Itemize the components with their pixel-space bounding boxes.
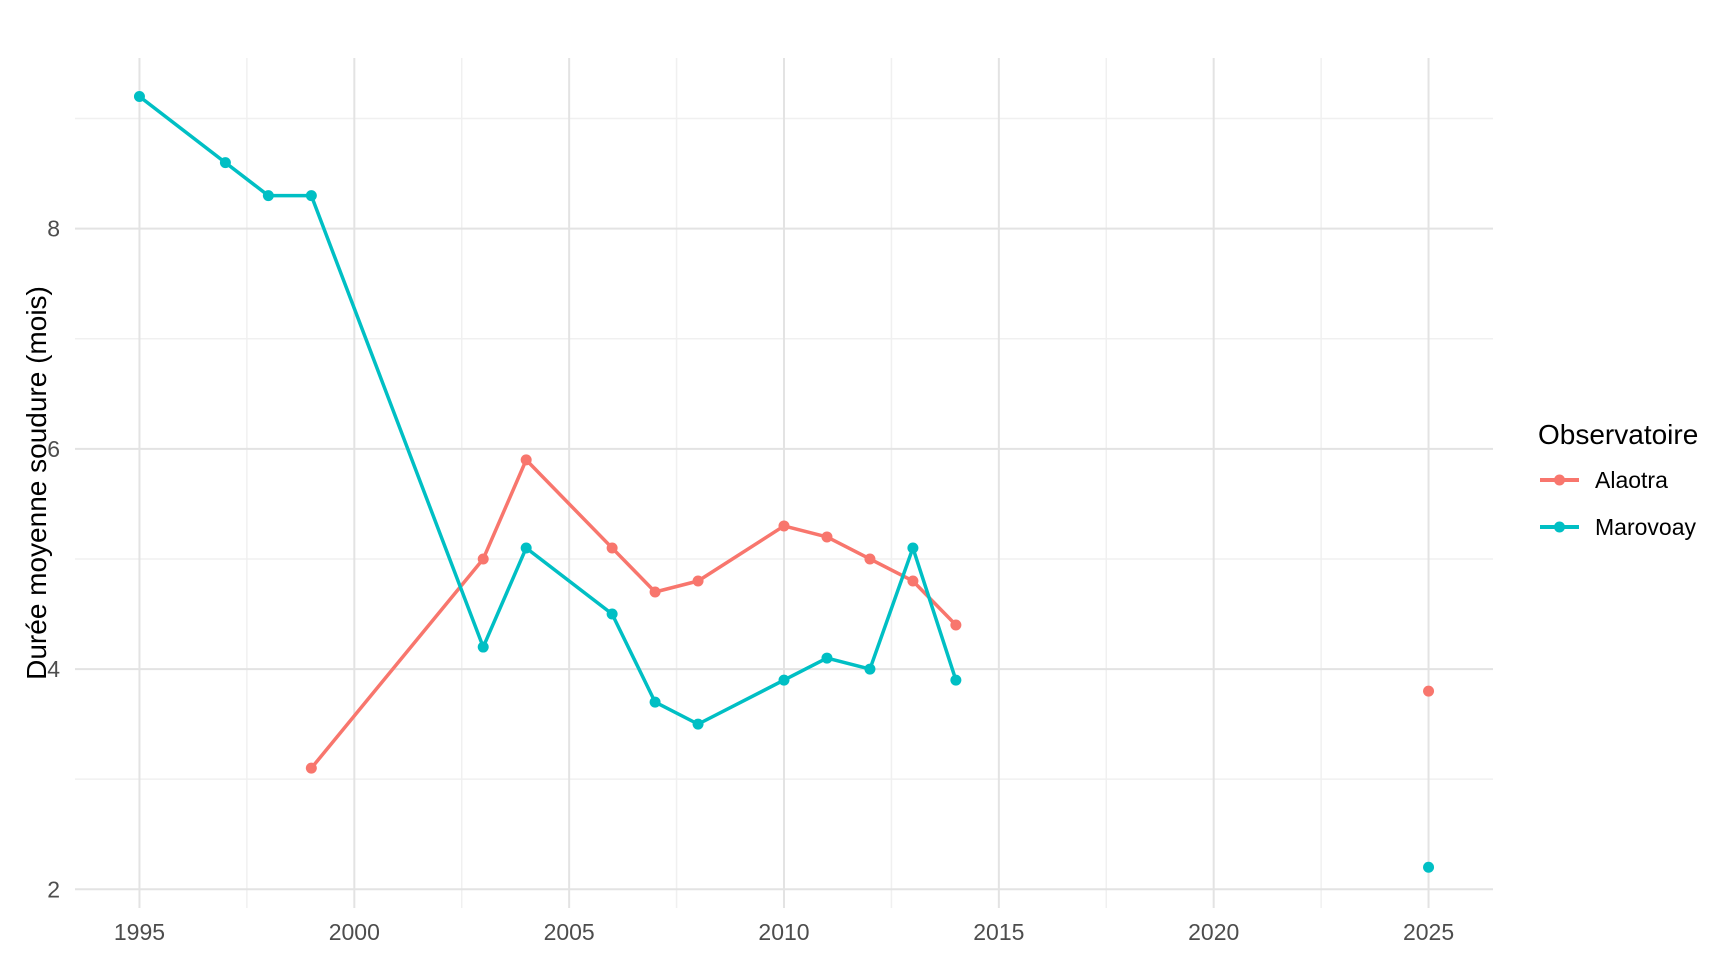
series-marovoay — [133, 91, 1435, 873]
legend-key-point — [1554, 474, 1565, 486]
x-tick-label: 2000 — [329, 919, 380, 945]
x-tick-label: 2015 — [973, 919, 1024, 945]
grid-major — [75, 58, 1493, 908]
legend-item-label: Marovoay — [1595, 514, 1696, 540]
data-point — [305, 762, 317, 774]
legend-items: Alaotra Marovoay — [1540, 467, 1696, 540]
data-point — [133, 91, 145, 103]
data-point — [1423, 685, 1435, 697]
data-point — [907, 542, 919, 554]
series-line — [138, 95, 958, 726]
series-line — [309, 458, 958, 770]
data-point — [778, 674, 790, 686]
data-point — [606, 542, 618, 554]
y-tick-label: 4 — [47, 656, 60, 682]
data-point — [1423, 861, 1435, 873]
data-point — [477, 641, 489, 653]
data-point — [907, 575, 919, 587]
x-tick-label: 2020 — [1188, 919, 1239, 945]
series-layer — [133, 91, 1435, 873]
data-point — [477, 553, 489, 565]
data-point — [219, 157, 231, 169]
legend: Observatoire Alaotra Marovoay — [1538, 419, 1698, 540]
data-point — [950, 619, 962, 631]
x-tick-label: 1995 — [114, 919, 165, 945]
legend-key-point — [1554, 521, 1565, 533]
data-point — [692, 718, 704, 730]
y-axis-title: Durée moyenne soudure (mois) — [21, 286, 52, 680]
data-point — [821, 652, 833, 664]
data-point — [778, 520, 790, 532]
data-point — [520, 454, 532, 466]
data-point — [262, 190, 274, 202]
y-axis-tick-labels: 2 4 6 8 — [47, 216, 60, 903]
data-point — [305, 190, 317, 202]
y-tick-label: 8 — [47, 216, 60, 242]
series-alaotra — [305, 454, 1435, 774]
y-tick-label: 2 — [47, 876, 60, 902]
data-point — [606, 608, 618, 620]
data-point — [821, 531, 833, 543]
x-axis-tick-labels: 1995 2000 2005 2010 2015 2020 2025 — [114, 919, 1454, 945]
data-point — [864, 553, 876, 565]
x-tick-label: 2010 — [758, 919, 809, 945]
legend-item-alaotra: Alaotra — [1540, 467, 1668, 493]
x-tick-label: 2005 — [544, 919, 595, 945]
y-tick-label: 6 — [47, 436, 60, 462]
legend-item-label: Alaotra — [1595, 467, 1668, 493]
data-point — [950, 674, 962, 686]
legend-item-marovoay: Marovoay — [1540, 514, 1696, 540]
data-point — [864, 663, 876, 675]
data-point — [649, 696, 661, 708]
x-tick-label: 2025 — [1403, 919, 1454, 945]
legend-title: Observatoire — [1538, 419, 1698, 450]
data-point — [520, 542, 532, 554]
data-point — [692, 575, 704, 587]
data-point — [649, 586, 661, 598]
